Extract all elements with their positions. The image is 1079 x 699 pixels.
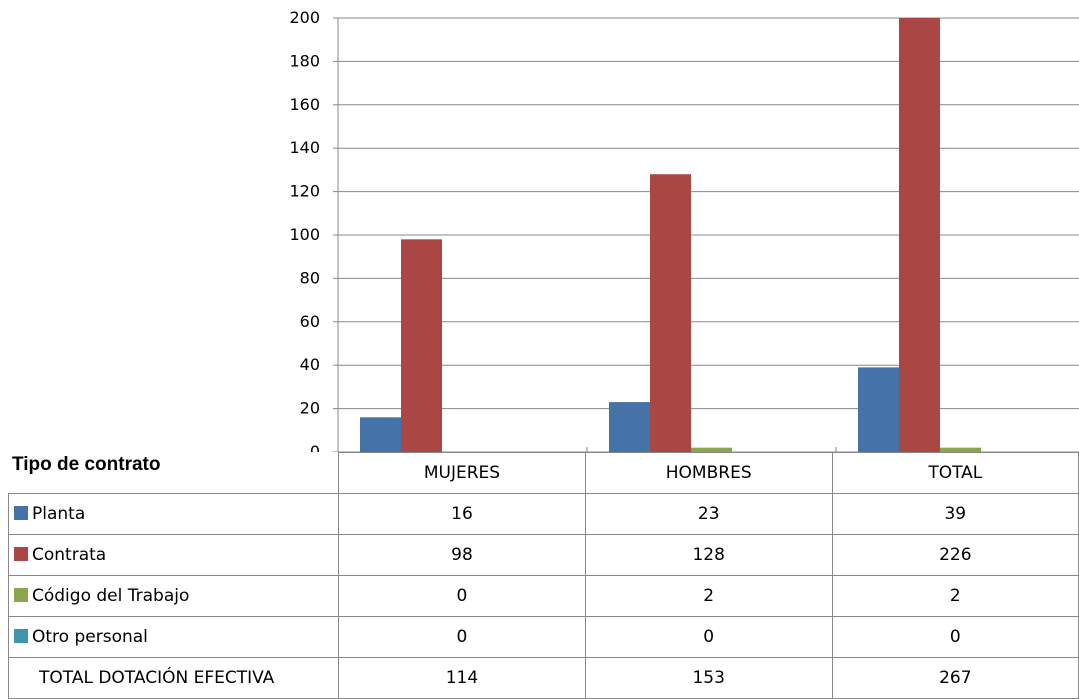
y-tick-label: 120 — [289, 182, 320, 201]
column-header: TOTAL — [831, 452, 1079, 494]
bar-planta-hombres — [609, 402, 650, 452]
table-cell: 0 — [831, 616, 1079, 658]
row-header: Contrata — [7, 534, 340, 576]
table-cell: 39 — [831, 493, 1079, 535]
y-tick-label: 160 — [289, 95, 320, 114]
row-header: Planta — [7, 493, 340, 535]
column-header: HOMBRES — [584, 452, 833, 494]
table-cell: 128 — [584, 534, 833, 576]
table-cell: 2 — [584, 575, 833, 617]
table-cell: 114 — [338, 657, 586, 699]
bar-planta-mujeres — [360, 417, 401, 452]
y-tick-label: 140 — [289, 138, 320, 157]
table-title: Tipo de contrato — [12, 454, 161, 475]
table-row: Otro personal 0 0 0 — [7, 616, 1079, 658]
bar-contrata-total — [899, 18, 940, 452]
table-row: Planta 16 23 39 — [7, 493, 1079, 535]
table-row: TOTAL DOTACIÓN EFECTIVA 114 153 267 — [7, 657, 1079, 699]
row-header: Otro personal — [7, 616, 340, 658]
table-cell: 153 — [584, 657, 833, 699]
table-row: Código del Trabajo 0 2 2 — [7, 575, 1079, 617]
legend-swatch — [14, 506, 28, 520]
legend-swatch — [14, 629, 28, 643]
table-cell: 267 — [831, 657, 1079, 699]
data-table: MUJERES HOMBRES TOTAL Planta 16 23 39 Co… — [7, 452, 1079, 699]
bar-planta-total — [858, 367, 899, 452]
y-tick-label: 40 — [300, 355, 320, 374]
table-row: Contrata 98 128 226 — [7, 534, 1079, 576]
legend-swatch — [14, 588, 28, 602]
row-header: Código del Trabajo — [7, 575, 340, 617]
y-tick-label: 60 — [300, 312, 320, 331]
table-header-row: MUJERES HOMBRES TOTAL — [9, 452, 1079, 494]
y-tick-label: 200 — [289, 8, 320, 27]
table-cell: 0 — [338, 616, 586, 658]
bar-contrata-hombres — [650, 174, 691, 452]
row-label: Otro personal — [32, 627, 148, 647]
y-tick-label: 0 — [310, 442, 320, 452]
column-header: MUJERES — [338, 452, 586, 494]
y-tick-label: 80 — [300, 268, 320, 287]
row-label: Planta — [32, 504, 86, 524]
bar-c-digo-del-trabajo-hombres — [691, 447, 732, 452]
table-cell: 23 — [584, 493, 833, 535]
table-cell: 226 — [831, 534, 1079, 576]
y-tick-label: 180 — [289, 51, 320, 70]
table-cell: 0 — [584, 616, 833, 658]
table-cell: 16 — [338, 493, 586, 535]
row-header: TOTAL DOTACIÓN EFECTIVA — [7, 657, 340, 699]
table-cell: 0 — [338, 575, 586, 617]
row-label: Código del Trabajo — [32, 586, 190, 606]
table-cell: 98 — [338, 534, 586, 576]
y-tick-label: 100 — [289, 225, 320, 244]
y-tick-label: 20 — [300, 399, 320, 418]
legend-swatch — [14, 547, 28, 561]
table-cell: 2 — [831, 575, 1079, 617]
bar-chart: 0 20 40 60 80 100 120 140 160 180 200 — [289, 8, 1079, 452]
row-label: TOTAL DOTACIÓN EFECTIVA — [39, 668, 275, 688]
bar-c-digo-del-trabajo-total — [940, 447, 981, 452]
row-label: Contrata — [32, 545, 107, 565]
bar-contrata-mujeres — [401, 239, 442, 452]
